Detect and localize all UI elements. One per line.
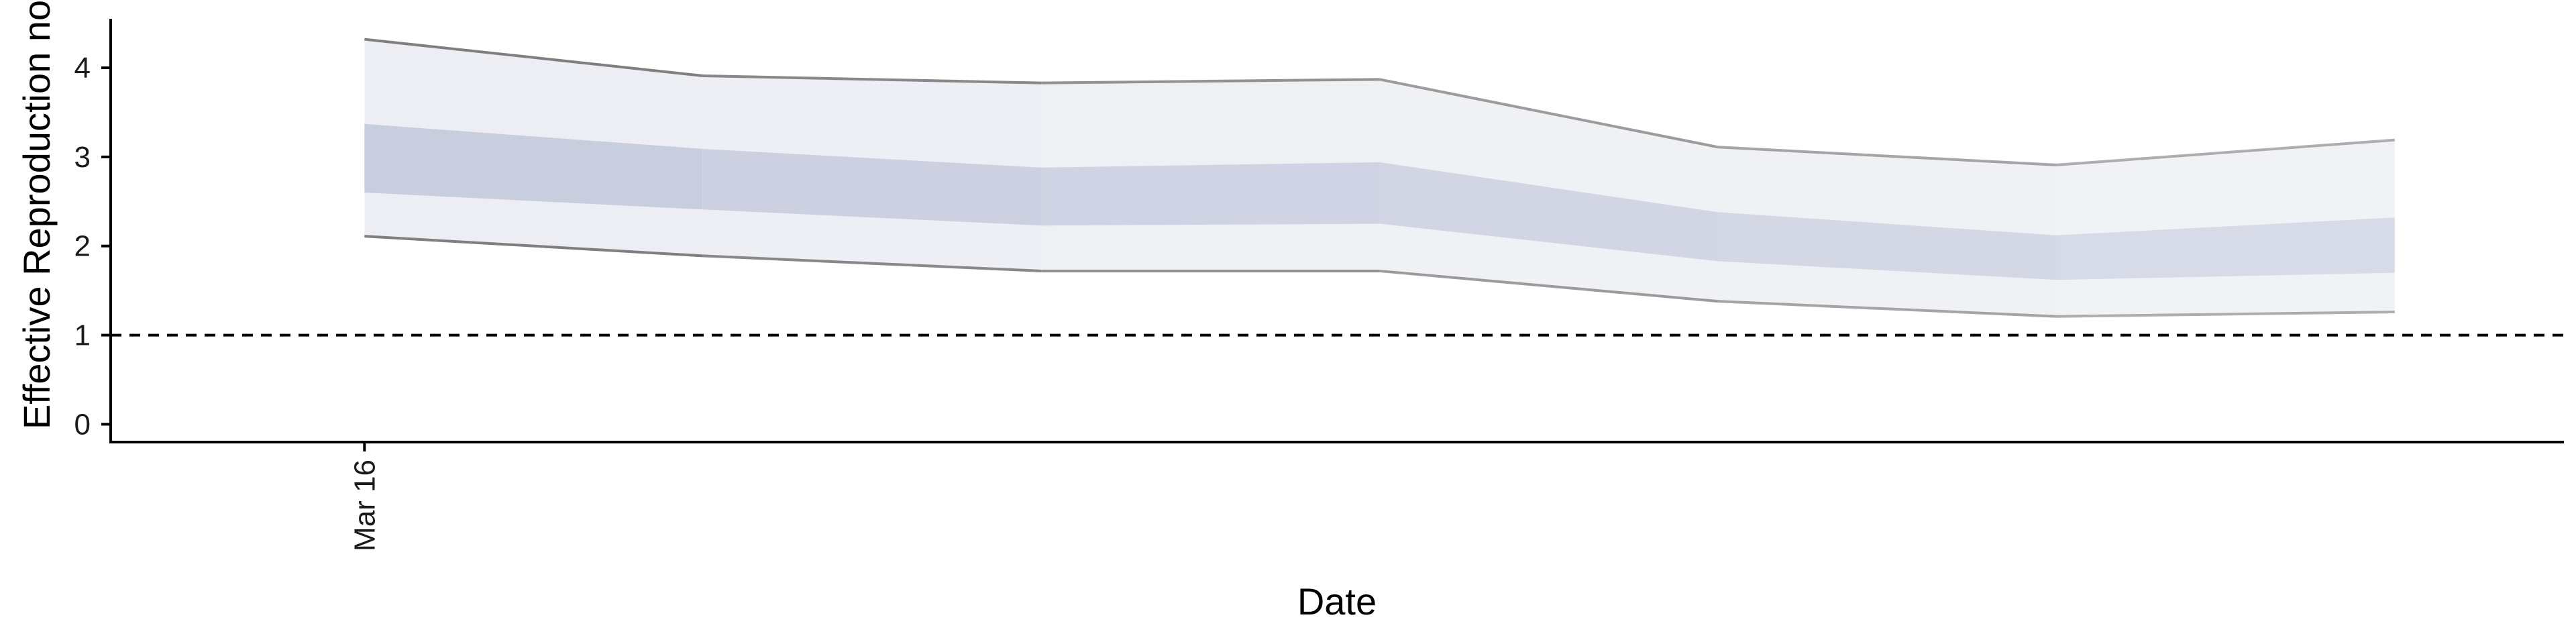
inner-band-segment [364,123,703,210]
y-tick-label: 0 [74,408,91,441]
y-tick-label: 3 [74,141,91,174]
lower-bound-line [1379,269,1719,303]
lower-bound-line [2056,311,2395,318]
y-axis-title: Effective Reproduction no [15,0,58,429]
lower-bound-line [1717,300,2057,318]
inner-band-segment [702,148,1042,226]
lower-bound-line [364,235,703,258]
y-ticks: 0 1 2 3 4 [74,52,111,441]
inner-band-segment [1379,162,1718,262]
x-axis-title: Date [1297,580,1377,623]
upper-bound-line [702,74,1042,85]
y-tick-label: 4 [74,52,91,85]
x-tick-label: Mar 16 [348,460,381,551]
inner-band-segment [1717,212,2057,280]
upper-bound-line [1379,78,1719,149]
inner-band-segment [2056,217,2395,280]
upper-bound-line [1041,78,1380,85]
bound-lines [364,38,2395,318]
y-tick-label: 2 [74,230,91,263]
x-ticks: Mar 16 [348,442,381,551]
upper-bound-line [2056,138,2395,166]
upper-bound-line [364,38,703,78]
y-tick-label: 1 [74,319,91,352]
inner-band-segment [1041,162,1380,226]
lower-bound-line [702,254,1042,272]
bands [364,39,2395,317]
upper-bound-line [1717,146,2057,166]
